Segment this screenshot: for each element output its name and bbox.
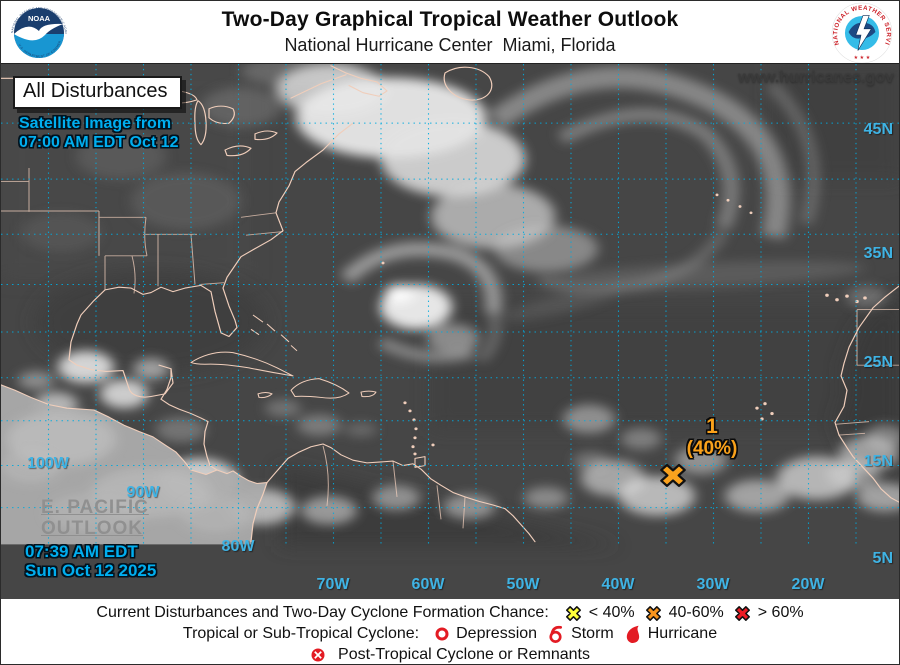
noaa-logo: NOAA NATIONAL OCEANIC AND ATMOSPHERIC AD… (9, 3, 68, 62)
satellite-imagery (1, 64, 899, 547)
state-country-borders (1, 167, 899, 529)
legend-label-depression: Depression (456, 625, 538, 642)
svg-text:★ ★ ★: ★ ★ ★ (854, 55, 871, 61)
nws-logo: NATIONAL WEATHER SERVICE ★ ★ ★ (831, 2, 893, 64)
legend-label-hurricane: Hurricane (647, 625, 718, 642)
legend-label-gt60: > 60% (757, 604, 804, 621)
page-subtitle: National Hurricane Center Miami, Florida (284, 35, 616, 55)
page-title: Two-Day Graphical Tropical Weather Outlo… (221, 8, 679, 31)
depression-circle-icon (435, 627, 449, 641)
x-marker-yellow-icon (565, 605, 581, 621)
mode-label: All Disturbances (23, 80, 168, 102)
post-tropical-icon (311, 648, 325, 662)
legend-item-post-tropical: Post-Tropical Cyclone or Remnants (310, 646, 590, 664)
legend-item-40-60: 40-60% (644, 604, 724, 623)
legend-label-lt40: < 40% (588, 604, 635, 621)
mode-label-box: All Disturbances (13, 76, 182, 109)
legend-item-gt60: > 60% (733, 604, 804, 623)
legend-row-post-tropical: Post-Tropical Cyclone or Remnants (310, 645, 590, 664)
legend-item-hurricane: Hurricane (623, 625, 717, 644)
satellite-outlook-map: www.hurricanes.gov All Disturbances Sate… (1, 63, 899, 599)
legend-item-storm: Storm (546, 625, 614, 644)
x-marker-orange-icon (645, 605, 661, 621)
noaa-logo-text: NOAA (28, 14, 51, 23)
legend-row1-label: Current Disturbances and Two-Day Cyclone… (96, 604, 549, 621)
header: NOAA NATIONAL OCEANIC AND ATMOSPHERIC AD… (1, 1, 899, 64)
legend-row2-label: Tropical or Sub-Tropical Cyclone: (182, 625, 420, 642)
legend-row-cyclone-types: Tropical or Sub-Tropical Cyclone: Depres… (183, 624, 717, 644)
tropical-storm-icon (549, 625, 563, 643)
disturbance-1-marker[interactable] (655, 460, 690, 492)
legend-label-storm: Storm (571, 625, 614, 642)
legend-label-40-60: 40-60% (668, 604, 724, 621)
hurricane-icon (626, 625, 639, 643)
legend-item-lt40: < 40% (564, 604, 635, 623)
legend-item-depression: Depression (434, 625, 537, 643)
x-marker-red-icon (734, 605, 750, 621)
legend-row-formation-chance: Current Disturbances and Two-Day Cyclone… (96, 603, 803, 623)
legend-label-post-tropical: Post-Tropical Cyclone or Remnants (338, 646, 590, 663)
legend: Current Disturbances and Two-Day Cyclone… (1, 599, 899, 664)
small-islands (381, 193, 867, 456)
